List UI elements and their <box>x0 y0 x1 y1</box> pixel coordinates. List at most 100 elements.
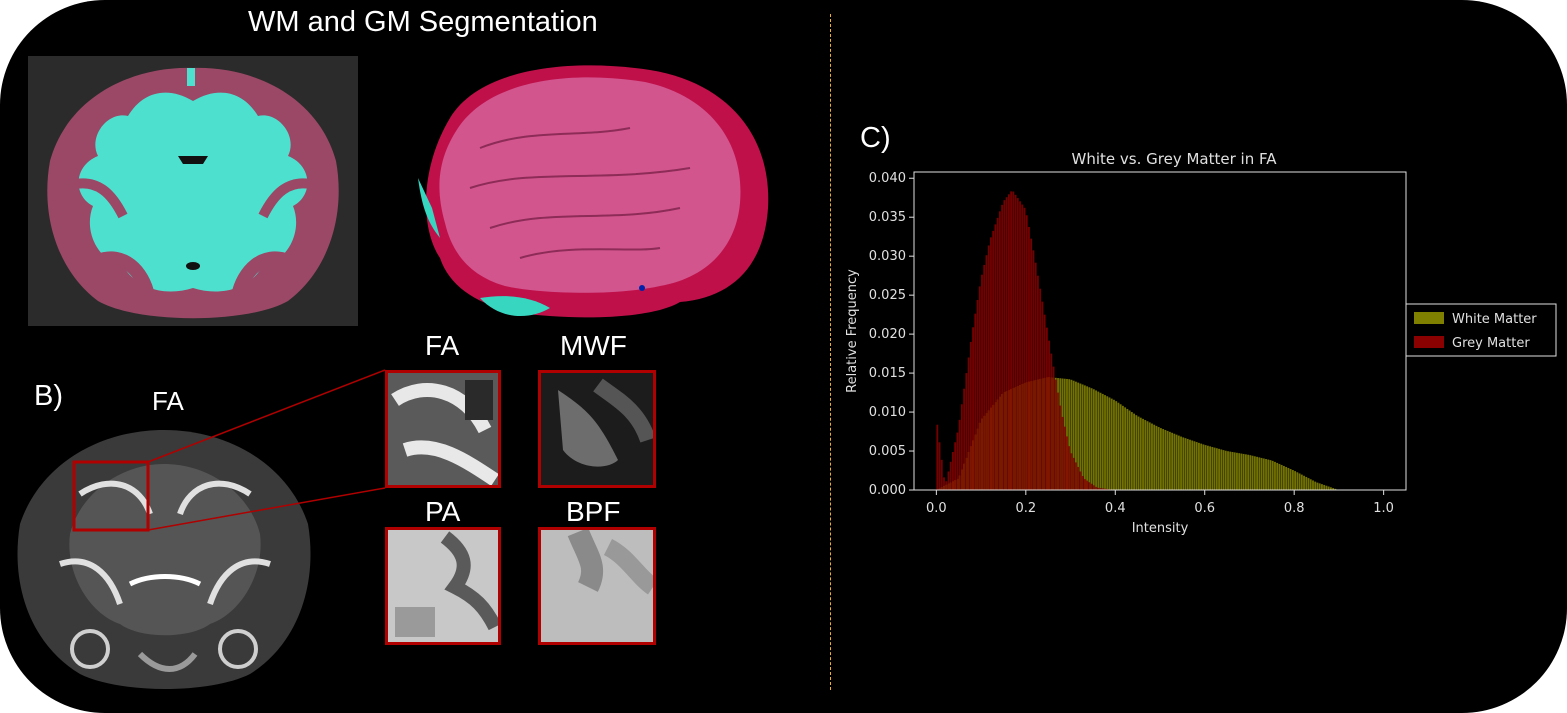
y-tick-label: 0.005 <box>869 444 906 459</box>
white-matter-bar <box>1119 404 1122 490</box>
white-matter-bar <box>1139 417 1142 490</box>
x-axis-ticks: 0.0 0.2 0.4 0.6 0.8 1.0 <box>926 490 1394 516</box>
grey-matter-bar <box>1016 198 1019 490</box>
white-matter-bar <box>1283 465 1285 490</box>
x-tick-label: 1.0 <box>1373 501 1394 516</box>
white-matter-bar <box>1130 412 1133 490</box>
grey-matter-bar <box>985 255 988 490</box>
white-matter-bar <box>1160 428 1162 490</box>
grey-matter-bar <box>1057 392 1059 490</box>
grey-matter-bar <box>978 286 981 490</box>
grey-matter-bar <box>947 471 950 490</box>
grey-matter-bar <box>1070 453 1073 490</box>
white-matter-bar <box>1240 453 1243 490</box>
white-matter-bar <box>1162 429 1165 490</box>
white-matter-bar <box>1135 415 1138 490</box>
grey-matter-bar <box>1097 487 1100 490</box>
fa-coronal-image <box>17 430 311 689</box>
white-matter-bar <box>1269 460 1272 490</box>
grey-matter-bar <box>952 452 954 490</box>
white-matter-bar <box>1329 487 1332 490</box>
panel-label-c: C) <box>860 122 891 154</box>
white-matter-bar <box>1157 427 1160 490</box>
white-matter-bar <box>1298 473 1301 490</box>
white-matter-bar <box>1238 453 1241 490</box>
grey-matter-bar <box>983 264 986 490</box>
x-tick-label: 0.8 <box>1284 501 1305 516</box>
grey-matter-bar <box>992 230 995 490</box>
white-matter-bar <box>1256 456 1258 490</box>
grey-matter-bar <box>1061 416 1064 490</box>
white-matter-bar <box>1182 437 1185 490</box>
grey-matter-bar <box>949 461 952 490</box>
white-matter-bar <box>1204 445 1207 490</box>
grey-matter-bar <box>963 388 966 490</box>
white-matter-bar <box>1133 413 1135 490</box>
grey-matter-bar <box>967 357 970 490</box>
white-matter-bar <box>1113 399 1115 490</box>
white-matter-bar <box>1332 488 1335 490</box>
legend: White Matter Grey Matter <box>1405 303 1557 357</box>
grey-matter-bar <box>1083 479 1086 490</box>
white-matter-bar <box>1177 435 1180 490</box>
grey-matter-bar <box>1081 476 1084 490</box>
grey-matter-bar <box>1021 204 1024 490</box>
white-matter-bar <box>1072 380 1075 490</box>
grey-matter-bar <box>1030 238 1033 490</box>
inset-label-bpf: BPF <box>566 496 621 527</box>
x-tick-label: 0.2 <box>1015 501 1036 516</box>
white-matter-bar <box>1258 457 1261 490</box>
grey-matter-bar <box>969 341 972 490</box>
inset-bpf-image <box>538 527 656 645</box>
grey-matter-bar <box>1090 483 1093 490</box>
y-tick-label: 0.035 <box>869 210 906 225</box>
white-matter-bar <box>1274 461 1276 490</box>
grey-matter-bar <box>1075 462 1077 490</box>
grey-matter-bar <box>1101 488 1104 490</box>
legend-swatch-grey-matter <box>1414 336 1444 348</box>
grey-matter-bar <box>940 459 943 490</box>
grey-matter-bar <box>987 245 990 490</box>
white-matter-bar <box>1215 448 1218 490</box>
y-tick-label: 0.000 <box>869 483 906 498</box>
white-matter-bar <box>1171 432 1174 490</box>
white-matter-bar <box>1291 470 1294 490</box>
grey-matter-bar <box>981 274 983 490</box>
white-matter-bar <box>1314 481 1317 490</box>
white-matter-bar <box>1193 441 1196 490</box>
coronal-segmentation-image <box>28 56 358 326</box>
white-matter-bar <box>1307 478 1310 490</box>
grey-matter-bar <box>1086 480 1089 490</box>
grey-matter-bar <box>1039 288 1042 490</box>
x-axis-label: Intensity <box>1132 521 1189 536</box>
grey-matter-bar <box>974 313 977 490</box>
white-matter-bar <box>1070 379 1073 490</box>
white-matter-bar <box>1148 422 1151 490</box>
white-matter-bar <box>1229 451 1232 490</box>
grey-matter-bar <box>1059 405 1062 490</box>
white-matter-bar <box>1126 408 1129 490</box>
grey-matter-bar <box>1043 314 1046 490</box>
white-matter-bar <box>1289 468 1292 490</box>
inset-fa-image <box>385 370 501 488</box>
grey-matter-bar <box>1072 457 1075 490</box>
white-matter-bar <box>1180 436 1182 490</box>
white-matter-bar <box>1081 384 1084 490</box>
grey-matter-bar <box>972 327 974 490</box>
x-tick-label: 0.0 <box>926 501 947 516</box>
white-matter-bar <box>1164 429 1167 490</box>
white-matter-bar <box>1184 438 1187 490</box>
white-matter-bar <box>1233 452 1236 490</box>
white-matter-bar <box>1146 421 1149 490</box>
white-matter-bar <box>1334 488 1337 490</box>
grey-matter-bar <box>994 224 997 490</box>
white-matter-bar <box>1202 444 1205 490</box>
grey-matter-bar <box>1077 466 1080 490</box>
fa-histogram-chart: White vs. Grey Matter in FA 0.0 0.2 0.4 0.6… <box>845 150 1557 536</box>
grey-matter-bar <box>976 300 979 490</box>
white-matter-bar <box>1300 474 1303 490</box>
grey-matter-bar <box>1019 201 1021 490</box>
figure-title: WM and GM Segmentation <box>248 6 598 38</box>
grey-matter-bar <box>1066 436 1068 490</box>
y-tick-label: 0.020 <box>869 327 906 342</box>
